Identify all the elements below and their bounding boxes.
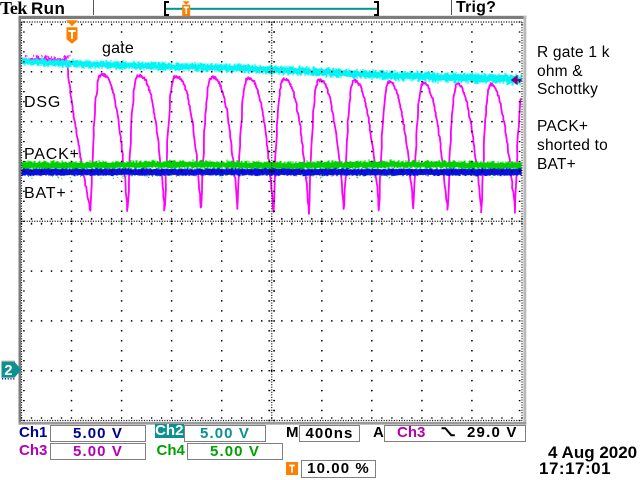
svg-text:2: 2: [4, 362, 12, 379]
